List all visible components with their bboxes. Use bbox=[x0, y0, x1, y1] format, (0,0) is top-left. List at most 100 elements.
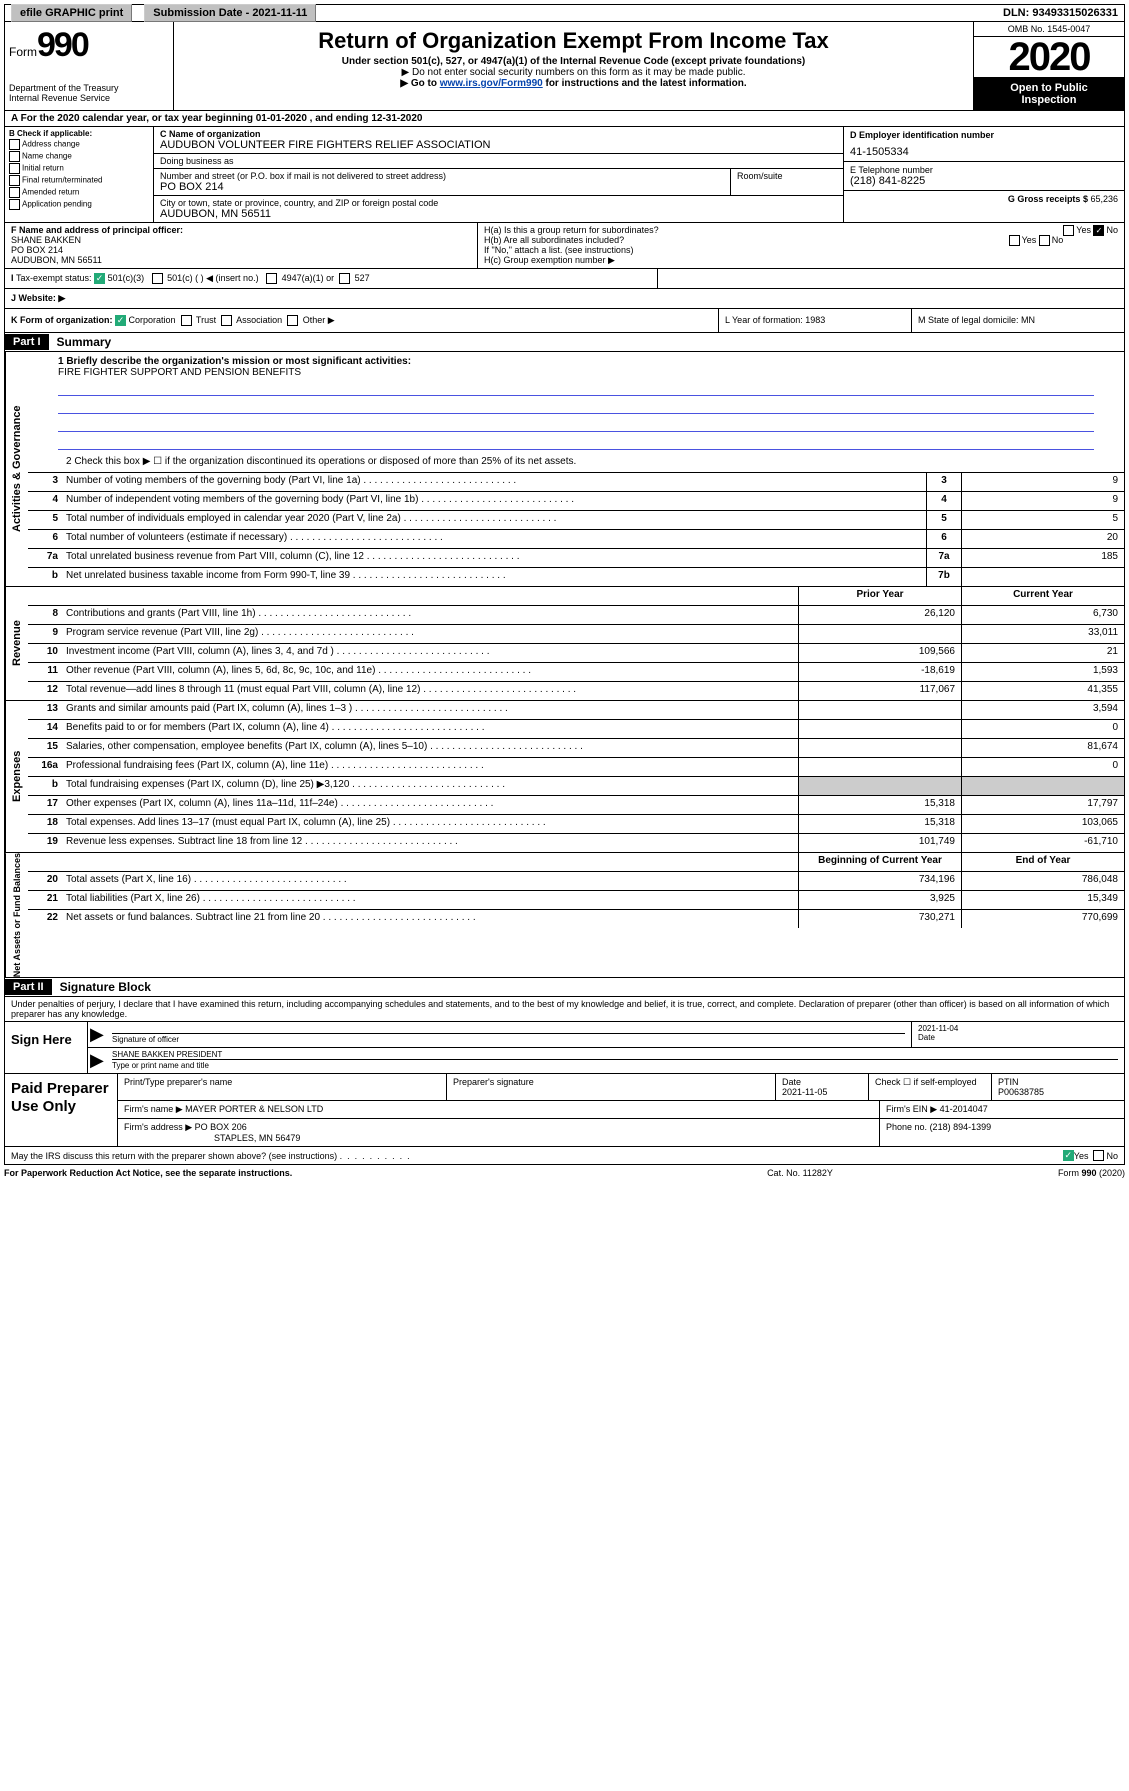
header-center: Return of Organization Exempt From Incom… bbox=[174, 22, 973, 110]
row-klm: K Form of organization: ✓ Corporation Tr… bbox=[4, 309, 1125, 333]
cat-number: Cat. No. 11282Y bbox=[675, 1168, 925, 1178]
checkbox-name-change[interactable] bbox=[9, 151, 20, 162]
assoc-checkbox[interactable] bbox=[221, 315, 232, 326]
part2-label: Part II bbox=[5, 979, 52, 995]
prep-date-label: Date bbox=[782, 1077, 801, 1087]
firm-name-label: Firm's name ▶ bbox=[124, 1104, 183, 1114]
table-row: 15Salaries, other compensation, employee… bbox=[28, 739, 1124, 758]
top-bar: efile GRAPHIC print Submission Date - 20… bbox=[4, 4, 1125, 22]
line1-label: 1 Briefly describe the organization's mi… bbox=[58, 356, 411, 367]
goto-post: for instructions and the latest informat… bbox=[543, 78, 747, 89]
self-employed-check: Check ☐ if self-employed bbox=[869, 1074, 992, 1100]
table-row: 8Contributions and grants (Part VIII, li… bbox=[28, 606, 1124, 625]
telephone-label: E Telephone number bbox=[850, 165, 1118, 175]
527-checkbox[interactable] bbox=[339, 273, 350, 284]
row-a-tax-year: A For the 2020 calendar year, or tax yea… bbox=[4, 111, 1125, 127]
table-row: 20Total assets (Part X, line 16)734,1967… bbox=[28, 872, 1124, 891]
checkbox-initial-return[interactable] bbox=[9, 163, 20, 174]
firm-addr1: PO BOX 206 bbox=[195, 1122, 247, 1132]
street-label: Number and street (or P.O. box if mail i… bbox=[160, 171, 724, 181]
table-row: 17Other expenses (Part IX, column (A), l… bbox=[28, 796, 1124, 815]
sign-arrow-icon: ▶ bbox=[88, 1048, 106, 1073]
501c3-checkbox[interactable]: ✓ bbox=[94, 273, 105, 284]
part2-header: Part II Signature Block bbox=[4, 978, 1125, 997]
table-row: 14Benefits paid to or for members (Part … bbox=[28, 720, 1124, 739]
open-inspection: Open to PublicInspection bbox=[974, 78, 1124, 110]
4947-checkbox[interactable] bbox=[266, 273, 277, 284]
table-row: 3Number of voting members of the governi… bbox=[28, 473, 1124, 492]
current-year-header: Current Year bbox=[961, 587, 1124, 605]
table-row: bNet unrelated business taxable income f… bbox=[28, 568, 1124, 586]
side-revenue: Revenue bbox=[5, 587, 28, 700]
paid-preparer-label: Paid Preparer Use Only bbox=[5, 1074, 118, 1146]
part2-title: Signature Block bbox=[52, 978, 159, 996]
irs-link[interactable]: www.irs.gov/Form990 bbox=[440, 78, 543, 89]
efile-button[interactable]: efile GRAPHIC print bbox=[11, 4, 132, 22]
table-row: 4Number of independent voting members of… bbox=[28, 492, 1124, 511]
table-row: 9Program service revenue (Part VIII, lin… bbox=[28, 625, 1124, 644]
table-row: 5Total number of individuals employed in… bbox=[28, 511, 1124, 530]
discuss-no-checkbox[interactable] bbox=[1093, 1150, 1104, 1161]
hb-label: H(b) Are all subordinates included? bbox=[484, 235, 624, 245]
bottom-line: For Paperwork Reduction Act Notice, see … bbox=[4, 1165, 1125, 1181]
firm-name: MAYER PORTER & NELSON LTD bbox=[185, 1104, 323, 1114]
subtitle-1: Under section 501(c), 527, or 4947(a)(1)… bbox=[182, 56, 965, 67]
ha-yes-checkbox[interactable] bbox=[1063, 225, 1074, 236]
col-h-group: H(a) Is this a group return for subordin… bbox=[478, 223, 1124, 268]
other-checkbox[interactable] bbox=[287, 315, 298, 326]
checkbox-final-return[interactable] bbox=[9, 175, 20, 186]
penalty-statement: Under penalties of perjury, I declare th… bbox=[4, 997, 1125, 1022]
k-label: K Form of organization: bbox=[11, 315, 113, 325]
header-left: Form990 Department of the Treasury Inter… bbox=[5, 22, 174, 110]
officer-print-name: SHANE BAKKEN PRESIDENT bbox=[112, 1050, 1118, 1059]
revenue-section: Revenue Prior YearCurrent Year 8Contribu… bbox=[4, 587, 1125, 701]
governance-section: Activities & Governance 1 Briefly descri… bbox=[4, 352, 1125, 587]
officer-addr1: PO BOX 214 bbox=[11, 245, 471, 255]
firm-ein: 41-2014047 bbox=[940, 1104, 988, 1114]
ha-label: H(a) Is this a group return for subordin… bbox=[484, 225, 659, 235]
col-c-org-info: C Name of organization AUDUBON VOLUNTEER… bbox=[154, 127, 843, 222]
sign-here-label: Sign Here bbox=[5, 1022, 88, 1073]
hc-label: H(c) Group exemption number ▶ bbox=[484, 255, 1118, 266]
table-row: 22Net assets or fund balances. Subtract … bbox=[28, 910, 1124, 928]
ein-label: D Employer identification number bbox=[850, 130, 1118, 140]
sign-date: 2021-11-04 bbox=[918, 1024, 1118, 1033]
table-row: bTotal fundraising expenses (Part IX, co… bbox=[28, 777, 1124, 796]
hb-no-checkbox[interactable] bbox=[1039, 235, 1050, 246]
section-bcde: B Check if applicable: Address change Na… bbox=[4, 127, 1125, 223]
prior-year-header: Prior Year bbox=[798, 587, 961, 605]
col-b-checkboxes: B Check if applicable: Address change Na… bbox=[5, 127, 154, 222]
checkbox-application-pending[interactable] bbox=[9, 199, 20, 210]
goto-pre: ▶ Go to bbox=[400, 78, 439, 89]
table-row: 7aTotal unrelated business revenue from … bbox=[28, 549, 1124, 568]
section-fh: F Name and address of principal officer:… bbox=[4, 223, 1125, 269]
city-value: AUDUBON, MN 56511 bbox=[160, 208, 837, 220]
street-value: PO BOX 214 bbox=[160, 181, 724, 193]
discuss-yes-checkbox[interactable]: ✓ bbox=[1063, 1150, 1074, 1161]
ha-no-checkbox[interactable]: ✓ bbox=[1093, 225, 1104, 236]
officer-label: F Name and address of principal officer: bbox=[11, 225, 471, 235]
sign-date-label: Date bbox=[918, 1033, 1118, 1042]
preparer-sig-header: Preparer's signature bbox=[447, 1074, 776, 1100]
hb-yes-checkbox[interactable] bbox=[1009, 235, 1020, 246]
gross-receipts-label: G Gross receipts $ bbox=[1008, 194, 1088, 204]
corp-checkbox[interactable]: ✓ bbox=[115, 315, 126, 326]
ptin-value: P00638785 bbox=[998, 1087, 1044, 1097]
expenses-section: Expenses 13Grants and similar amounts pa… bbox=[4, 701, 1125, 853]
firm-phone: (218) 894-1399 bbox=[930, 1122, 992, 1132]
firm-phone-label: Phone no. bbox=[886, 1122, 927, 1132]
trust-checkbox[interactable] bbox=[181, 315, 192, 326]
org-name-label: C Name of organization bbox=[160, 129, 837, 139]
discuss-label: May the IRS discuss this return with the… bbox=[11, 1151, 337, 1161]
part1-title: Summary bbox=[49, 333, 120, 351]
col-de: D Employer identification number 41-1505… bbox=[843, 127, 1124, 222]
table-row: 6Total number of volunteers (estimate if… bbox=[28, 530, 1124, 549]
checkbox-address-change[interactable] bbox=[9, 139, 20, 150]
checkbox-amended[interactable] bbox=[9, 187, 20, 198]
submission-date-button[interactable]: Submission Date - 2021-11-11 bbox=[144, 4, 316, 22]
dln-label: DLN: 93493315026331 bbox=[997, 5, 1124, 21]
501c-checkbox[interactable] bbox=[152, 273, 163, 284]
net-assets-section: Net Assets or Fund Balances Beginning of… bbox=[4, 853, 1125, 978]
firm-addr-label: Firm's address ▶ bbox=[124, 1122, 192, 1132]
dba-label: Doing business as bbox=[160, 156, 837, 166]
